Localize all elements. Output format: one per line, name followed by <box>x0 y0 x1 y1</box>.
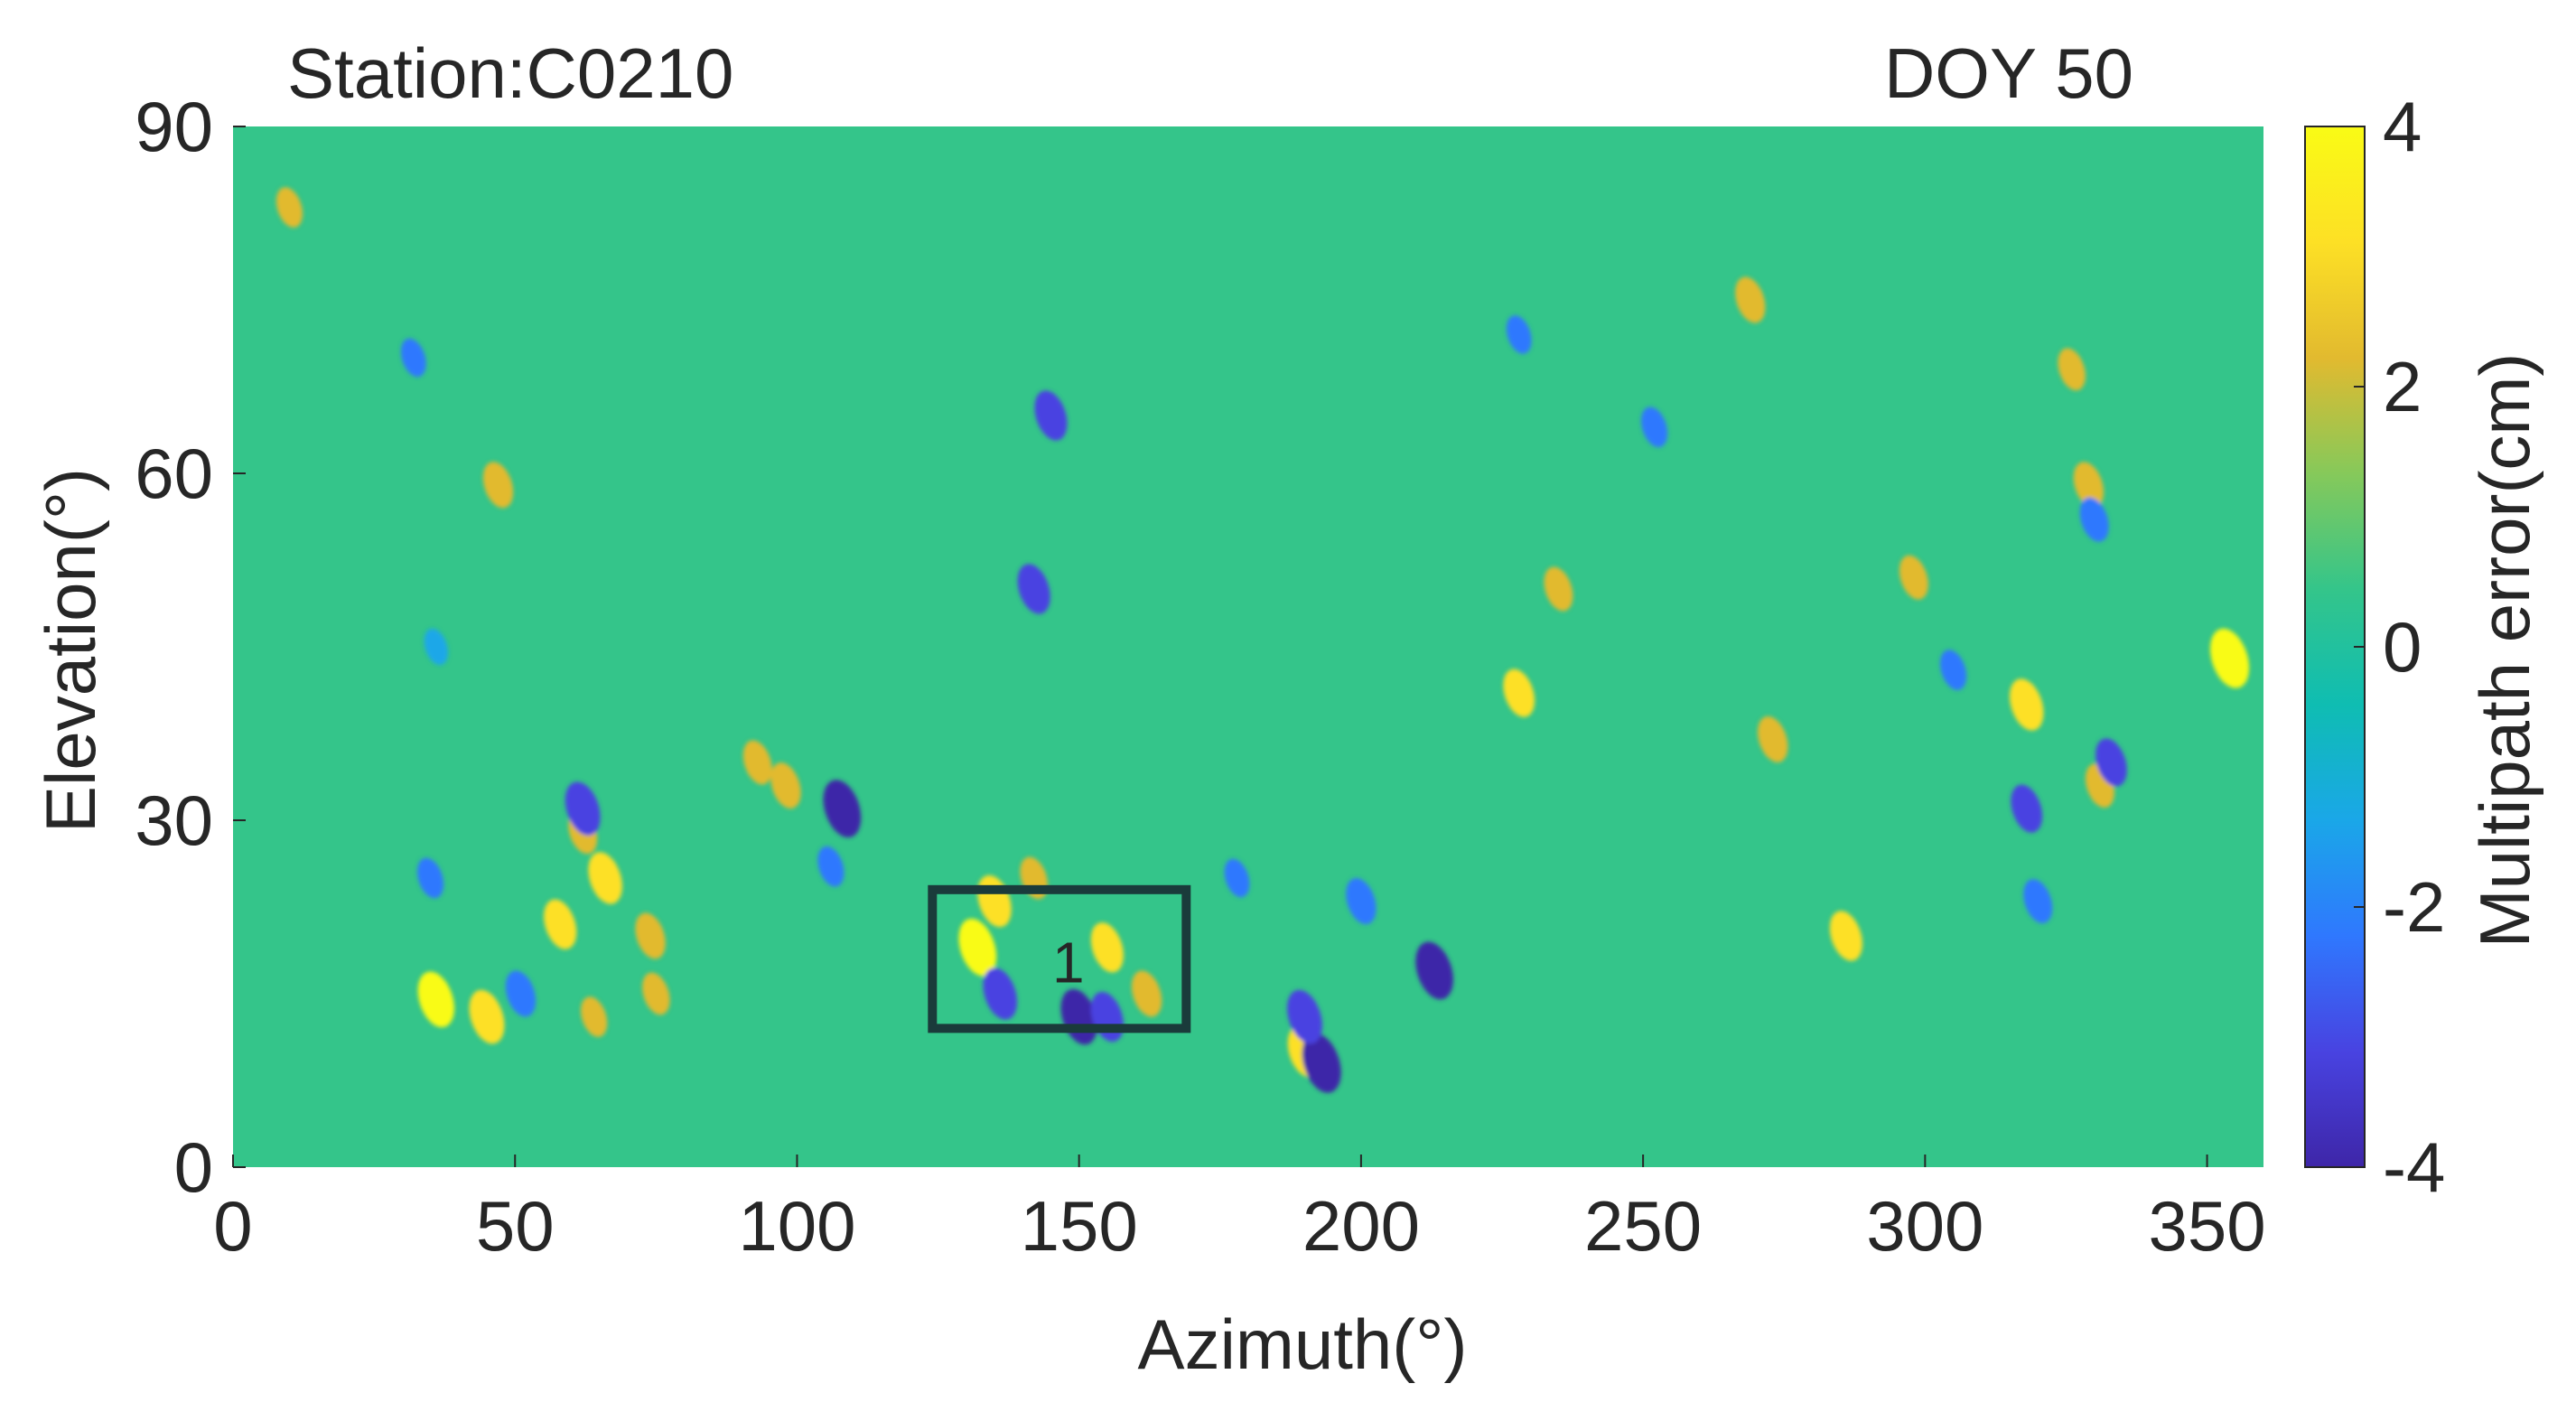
heatmap-blob <box>1302 1033 1341 1093</box>
heatmap-background <box>233 126 2263 1167</box>
x-tick-label: 50 <box>476 1186 555 1266</box>
colorbar-tick-label: 0 <box>2383 607 2422 687</box>
colorbar: -4 -2 0 2 4 Multipath error(cm) <box>2304 87 2544 1207</box>
heatmap-blob <box>983 968 1018 1020</box>
colorbar-tick-label: 2 <box>2383 347 2422 426</box>
x-tick-label: 0 <box>213 1186 252 1266</box>
heatmap-blob <box>2009 678 2044 731</box>
annotation-label: 1 <box>1052 930 1085 996</box>
x-tick-label: 150 <box>1021 1186 1138 1266</box>
heatmap-blob <box>1346 878 1377 925</box>
heatmap-blob <box>1735 276 1766 323</box>
heatmap-blob <box>2011 784 2043 833</box>
heatmap-blob <box>417 971 454 1028</box>
y-axis-ticks: 0 30 60 90 <box>135 87 246 1207</box>
colorbar-ticks: -4 -2 0 2 4 <box>2354 87 2445 1207</box>
heatmap-blob <box>1131 970 1162 1017</box>
heatmap-blob <box>2095 738 2127 787</box>
heatmap-blob <box>275 187 303 228</box>
x-axis-label: Azimuth(°) <box>1138 1304 1468 1384</box>
colorbar-label: Multipath error(cm) <box>2465 353 2544 949</box>
heatmap-blob <box>742 740 772 785</box>
station-title: Station:C0210 <box>287 33 733 113</box>
heatmap-blob <box>770 762 801 809</box>
heatmap-blob <box>2023 879 2053 923</box>
heatmap-blob <box>424 628 448 666</box>
heatmap-blob <box>1899 555 1928 600</box>
heatmap-blob <box>1506 315 1532 354</box>
heatmap-blob <box>1641 407 1668 448</box>
heatmap-blob <box>2058 348 2086 391</box>
heatmap-blob <box>635 912 666 959</box>
colorbar-tick-label: -4 <box>2383 1127 2445 1207</box>
heatmap-blob <box>1090 922 1124 973</box>
annotation-box <box>928 884 1191 1033</box>
heatmap-blob <box>1224 858 1250 898</box>
heatmap-blob <box>1017 564 1050 614</box>
heatmap-blob <box>400 338 426 378</box>
x-tick-label: 300 <box>1866 1186 1983 1266</box>
x-tick-label: 200 <box>1302 1186 1420 1266</box>
heatmap-blob <box>1503 668 1535 717</box>
heatmap-blob <box>1939 650 1967 690</box>
heatmap-blob <box>1829 911 1862 961</box>
heatmap-blob <box>642 972 670 1015</box>
heatmap-blob <box>1544 566 1573 612</box>
plot-area: 1 <box>233 126 2263 1167</box>
heatmap-blob <box>1034 390 1068 441</box>
x-tick-label: 350 <box>2148 1186 2265 1266</box>
doy-title: DOY 50 <box>1884 33 2133 113</box>
colorbar-tick-label: 4 <box>2383 87 2422 166</box>
heatmap-blob <box>1758 715 1788 762</box>
x-axis-ticks: 0 50 100 150 200 250 300 350 <box>213 1155 2266 1266</box>
heatmap-blob <box>416 857 444 899</box>
heatmap-blob <box>1286 989 1322 1044</box>
heatmap-blob <box>544 899 577 949</box>
y-tick-label: 90 <box>135 87 213 166</box>
x-tick-label: 250 <box>1584 1186 1702 1266</box>
heatmap-blob <box>565 781 601 836</box>
annotation-layer: 1 <box>928 884 1191 1033</box>
heatmap-blob <box>469 989 505 1044</box>
heatmap-blob <box>2209 628 2250 688</box>
x-tick-label: 100 <box>738 1186 855 1266</box>
heatmap-blob <box>2079 497 2109 542</box>
heatmap-blob <box>2073 462 2105 509</box>
y-axis-label: Elevation(°) <box>31 468 110 833</box>
heatmap-blob <box>817 846 845 887</box>
heatmap-blob <box>581 996 608 1037</box>
heatmap-blob <box>1415 941 1453 1000</box>
heatmap-blob <box>958 918 997 977</box>
y-tick-label: 30 <box>135 781 213 860</box>
colorbar-tick-label: -2 <box>2383 867 2445 947</box>
heatmap-blob <box>823 780 862 838</box>
heatmap-blob <box>588 852 622 904</box>
heatmap-blob <box>482 462 514 509</box>
y-tick-label: 60 <box>135 434 213 513</box>
y-tick-label: 0 <box>174 1127 213 1207</box>
heatmap-blob <box>505 970 537 1017</box>
